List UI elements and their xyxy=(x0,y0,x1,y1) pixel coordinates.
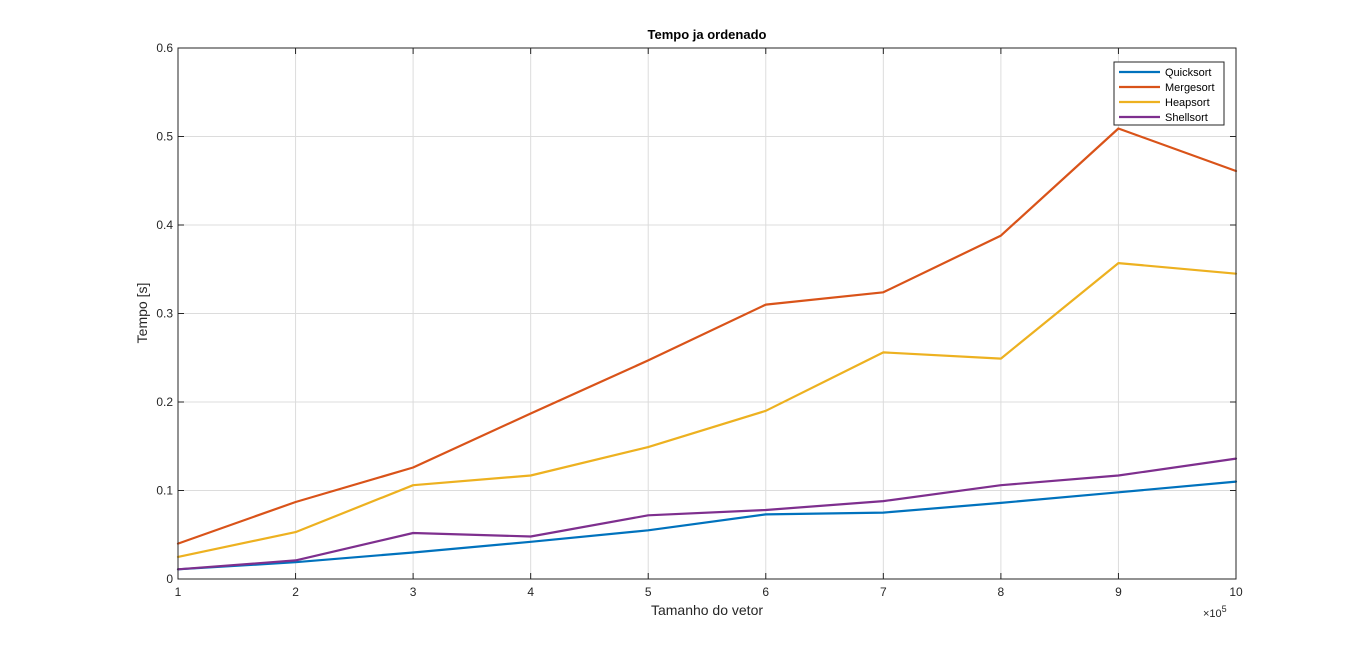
y-tick-label: 0.2 xyxy=(156,395,173,409)
x-tick-label: 5 xyxy=(645,585,652,599)
tick-labels: 1 2 3 4 5 6 7 8 9 10 0 0.1 0.2 0.3 0.4 0.5 0.6 xyxy=(156,41,1243,599)
x-multiplier-base: ×10 xyxy=(1203,608,1222,620)
x-multiplier: ×105 xyxy=(1203,604,1227,620)
x-tick-label: 2 xyxy=(292,585,299,599)
x-tick-label: 10 xyxy=(1229,585,1243,599)
legend-label-mergesort: Mergesort xyxy=(1165,82,1215,94)
y-tick-label: 0.6 xyxy=(156,41,173,55)
series-line-mergesort xyxy=(176,127,1238,545)
x-tick-label: 3 xyxy=(410,585,417,599)
y-tick-label: 0.5 xyxy=(156,130,173,144)
series-line-quicksort xyxy=(176,480,1238,571)
legend-label-shellsort: Shellsort xyxy=(1165,112,1208,124)
y-tick-label: 0.3 xyxy=(156,307,173,321)
x-tick-label: 1 xyxy=(175,585,182,599)
x-tick-label: 6 xyxy=(762,585,769,599)
x-axis-label: Tamanho do vetor xyxy=(651,602,763,618)
series-line-shellsort xyxy=(176,457,1238,571)
x-tick-label: 8 xyxy=(998,585,1005,599)
y-tick-label: 0.4 xyxy=(156,218,173,232)
y-tick-label: 0.1 xyxy=(156,484,173,498)
series-line-heapsort xyxy=(176,262,1238,559)
x-tick-label: 4 xyxy=(527,585,534,599)
x-tick-label: 7 xyxy=(880,585,887,599)
legend[interactable]: Quicksort Mergesort Heapsort Shellsort xyxy=(1113,61,1225,126)
x-tick-label: 9 xyxy=(1115,585,1122,599)
chart-title: Tempo ja ordenado xyxy=(648,27,767,42)
legend-label-heapsort: Heapsort xyxy=(1165,97,1210,109)
series-layer xyxy=(176,127,1238,571)
y-tick-label: 0 xyxy=(166,572,173,586)
legend-label-quicksort: Quicksort xyxy=(1165,67,1211,79)
y-axis-label: Tempo [s] xyxy=(134,283,150,344)
x-multiplier-exponent: 5 xyxy=(1222,604,1227,614)
tick-marks xyxy=(177,47,1237,580)
